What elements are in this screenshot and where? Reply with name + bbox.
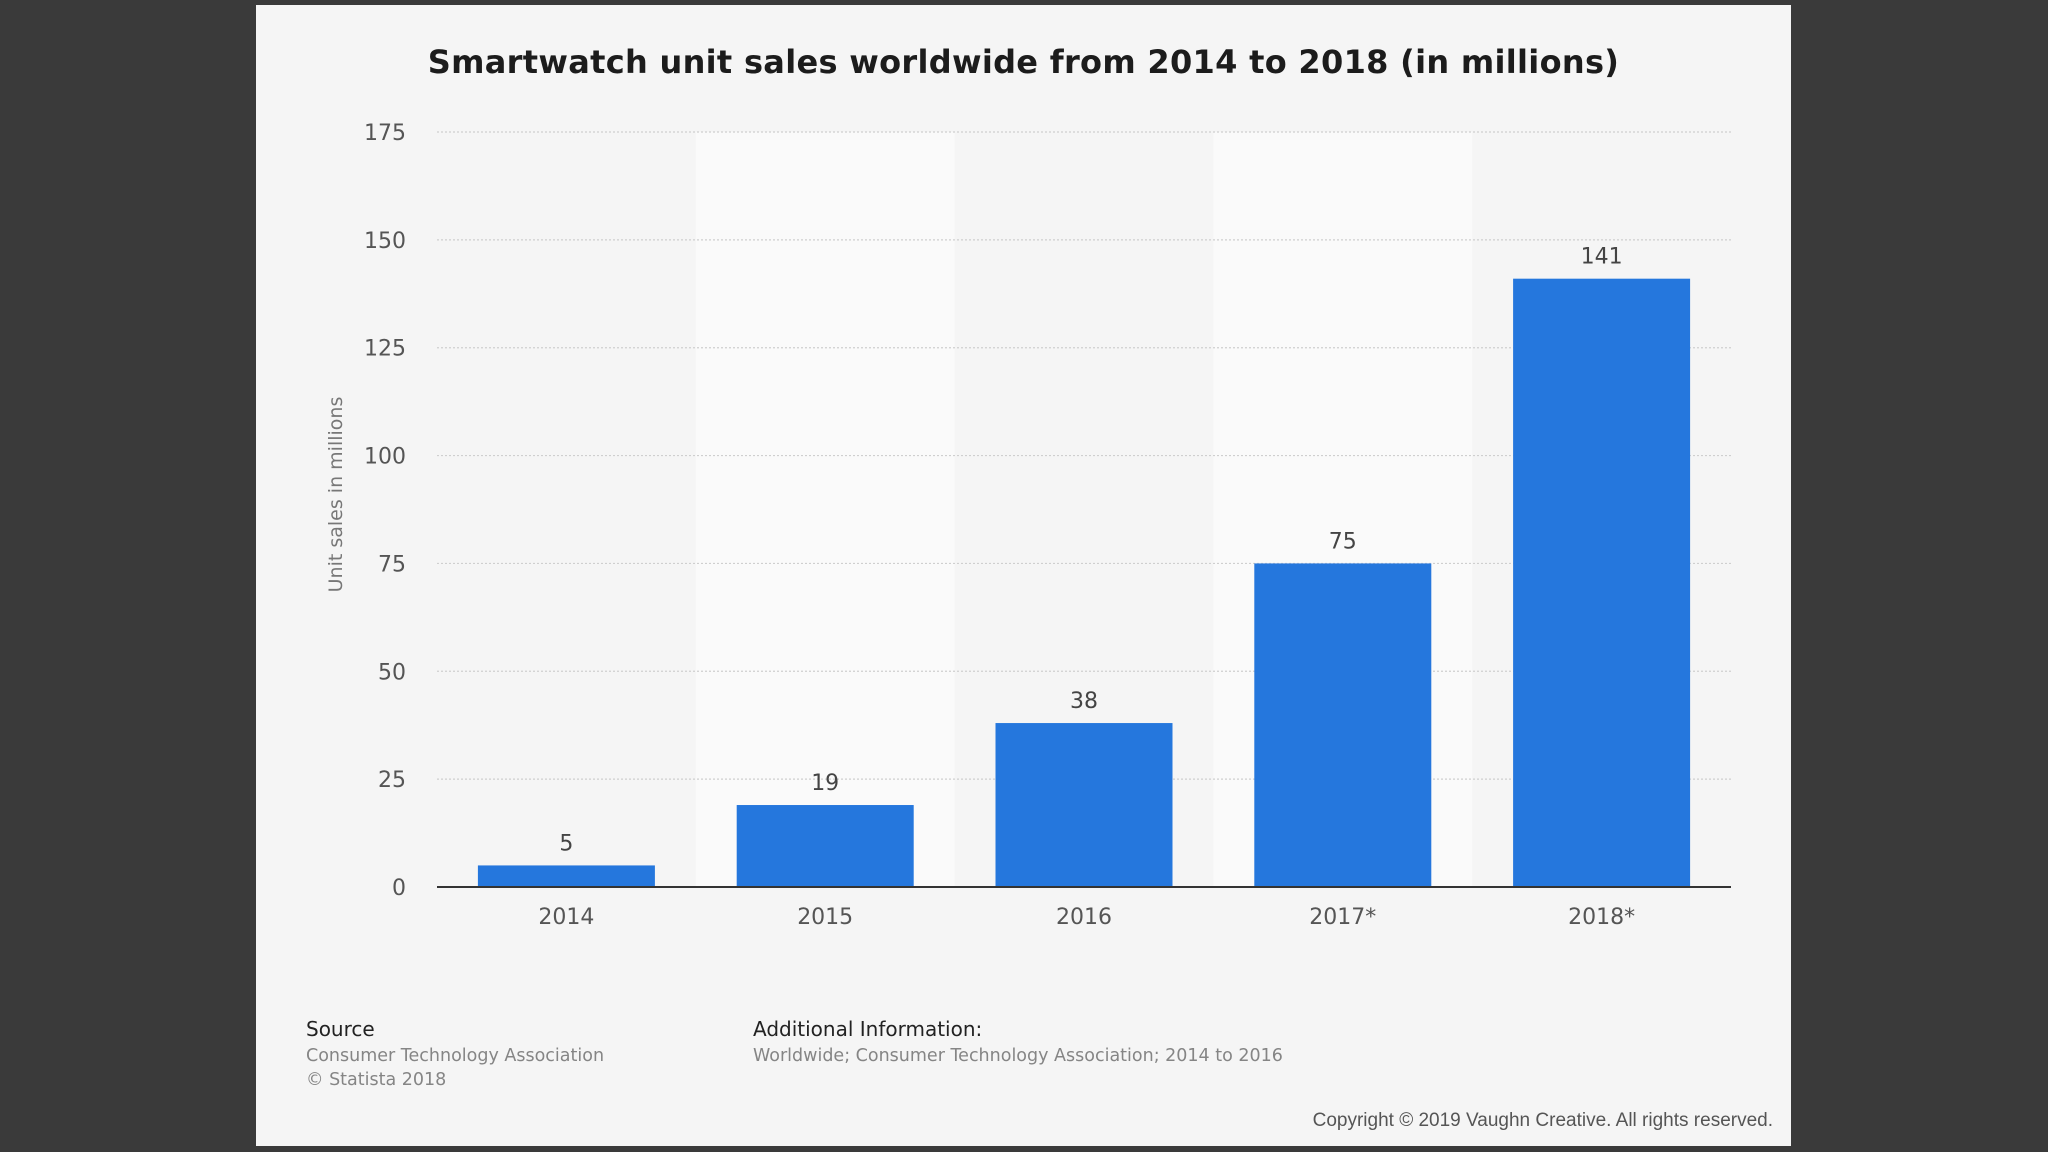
copyright-notice: Copyright © 2019 Vaughn Creative. All ri… xyxy=(1312,1110,1773,1131)
additional-info-heading: Additional Information: xyxy=(753,1017,983,1041)
x-axis-ticks: 2014 2015 2016 2017* 2018* xyxy=(538,905,1635,930)
bars xyxy=(477,278,1691,888)
additional-info-text: Worldwide; Consumer Technology Associati… xyxy=(753,1046,1283,1066)
y-tick-label: 75 xyxy=(378,552,406,577)
source-line-1: Consumer Technology Association xyxy=(306,1046,605,1066)
chart-slide: Smartwatch unit sales worldwide from 201… xyxy=(256,5,1791,1146)
source-line-2: © Statista 2018 xyxy=(306,1070,447,1090)
bar-2016 xyxy=(995,723,1173,887)
y-tick-label: 150 xyxy=(364,229,406,254)
x-tick-label: 2017* xyxy=(1309,905,1376,930)
y-axis-label: Unit sales in millions xyxy=(325,397,347,593)
data-label: 141 xyxy=(1581,245,1623,270)
y-tick-label: 125 xyxy=(364,337,406,362)
x-tick-label: 2016 xyxy=(1056,905,1112,930)
y-tick-label: 175 xyxy=(364,121,406,146)
x-tick-label: 2015 xyxy=(797,905,853,930)
data-label: 5 xyxy=(559,831,573,856)
y-tick-label: 100 xyxy=(364,445,406,470)
bar-2014 xyxy=(477,865,655,887)
column-band xyxy=(695,132,955,887)
bar-2018 xyxy=(1513,278,1691,888)
x-tick-label: 2014 xyxy=(538,905,594,930)
data-label: 19 xyxy=(811,771,839,796)
data-labels: 5 19 38 75 141 xyxy=(559,245,1622,857)
y-tick-label: 50 xyxy=(378,660,406,685)
y-tick-label: 25 xyxy=(378,768,406,793)
x-tick-label: 2018* xyxy=(1568,905,1635,930)
source-heading: Source xyxy=(306,1017,375,1041)
bar-2017 xyxy=(1254,563,1432,887)
y-axis-ticks: 0 25 50 75 100 125 150 175 xyxy=(364,121,406,901)
data-label: 38 xyxy=(1070,689,1098,714)
data-label: 75 xyxy=(1329,529,1357,554)
bar-2015 xyxy=(736,805,914,887)
chart-title: Smartwatch unit sales worldwide from 201… xyxy=(427,43,1620,81)
y-tick-label: 0 xyxy=(392,876,406,901)
